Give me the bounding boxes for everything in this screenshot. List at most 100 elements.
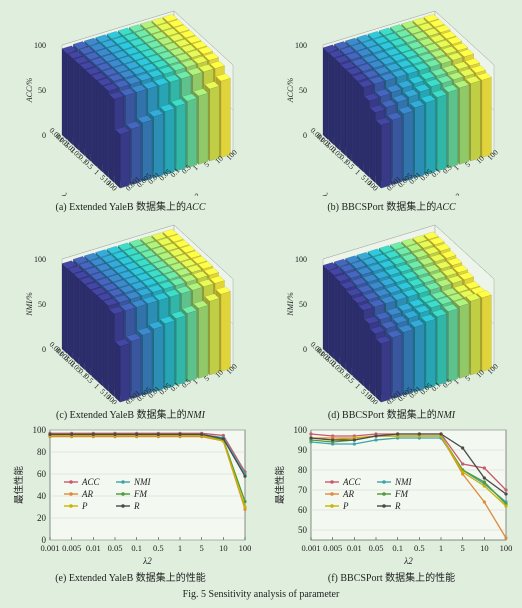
bar-top	[169, 248, 185, 257]
x-axis-label: λ2	[403, 556, 413, 566]
z-tick-label: 0	[303, 131, 307, 140]
bar-top	[391, 292, 407, 301]
series-point-r	[417, 432, 421, 436]
bar-top	[204, 81, 220, 90]
y-tick-label: 90	[298, 445, 308, 455]
x-tick-label: 1	[353, 167, 362, 176]
bar-face	[370, 328, 376, 398]
bar-top	[140, 235, 156, 244]
x-tick-label: 1	[92, 381, 101, 390]
series-line-r	[50, 433, 246, 477]
bar-face	[119, 131, 130, 189]
bar-top	[453, 284, 469, 293]
x-tick-label: 5	[98, 173, 107, 182]
z-tick-label: 50	[299, 86, 307, 95]
bar-top	[129, 38, 145, 47]
z-axis-label: ACC/%	[25, 77, 34, 103]
bar-9-0	[375, 336, 391, 403]
bar-top	[352, 295, 368, 304]
bar-top	[147, 284, 163, 293]
bar-top	[397, 59, 413, 68]
series-point-r	[91, 432, 95, 436]
bar-top	[153, 77, 169, 86]
bar-face	[67, 268, 74, 360]
bar-face	[85, 284, 91, 376]
bar-top	[113, 265, 129, 274]
bar-top	[95, 263, 112, 272]
bar-top	[120, 302, 136, 311]
bar-top	[351, 277, 367, 286]
bar-face	[97, 80, 103, 173]
bar-top	[391, 53, 407, 62]
bar-face	[91, 290, 97, 381]
bar-top	[362, 257, 378, 266]
y-tick-label: 5	[463, 160, 472, 169]
bar-top	[78, 46, 94, 55]
bar-top	[381, 99, 397, 108]
legend-label: FM	[394, 489, 408, 499]
x-tick-label: 10	[101, 390, 113, 402]
bar-top	[84, 252, 100, 261]
series-point-p	[243, 505, 247, 509]
bar-face	[164, 320, 175, 389]
bar-top	[142, 81, 158, 90]
z-tick-label: 50	[299, 300, 307, 309]
series-point-p	[482, 484, 486, 488]
bar-face	[328, 270, 335, 360]
bar-top	[425, 300, 442, 308]
x-tick-label: 0.005	[323, 543, 342, 553]
series-line-r	[310, 433, 507, 495]
bar-top	[72, 256, 89, 264]
bar-top	[85, 67, 101, 75]
z-axis-label: ACC/%	[286, 77, 295, 103]
bar-top	[198, 64, 214, 73]
bar-top	[129, 253, 145, 262]
bar-top	[123, 247, 139, 256]
figure-caption: Fig. 5 Sensitivity analysis of parameter	[182, 589, 340, 600]
bar-top	[174, 39, 191, 47]
bar-top	[163, 28, 179, 37]
bar-top	[135, 258, 151, 267]
bar-top	[174, 24, 190, 33]
bar-top	[351, 58, 367, 67]
bar-top	[108, 73, 124, 82]
legend-label: AR	[342, 489, 354, 499]
bar-top	[435, 261, 452, 269]
bar-face	[73, 273, 79, 365]
x-axis-label: λ1	[320, 190, 332, 196]
bar-face	[414, 104, 425, 179]
bar-top	[420, 314, 436, 323]
bar-face	[403, 110, 414, 182]
bar-top	[193, 88, 209, 97]
bar-top	[385, 285, 401, 294]
y-axis-label: λ2	[189, 192, 201, 196]
y-tick-label: 100	[294, 425, 308, 435]
bar-9-0	[114, 126, 130, 189]
bar-top	[424, 28, 440, 37]
series-point-r	[135, 432, 139, 436]
bar-top	[90, 43, 106, 52]
bar-top	[375, 311, 391, 320]
legend-marker	[382, 504, 386, 508]
bar-top	[113, 50, 129, 59]
bar-top	[392, 315, 408, 324]
z-tick-label: 100	[295, 41, 307, 50]
bar-top	[96, 277, 112, 286]
bar-top	[412, 250, 429, 258]
bar-top	[136, 58, 152, 66]
bar-top	[182, 305, 198, 314]
z-tick-label: 50	[38, 300, 46, 309]
bar-top	[153, 274, 169, 283]
bar-top	[435, 24, 451, 33]
bar-top	[340, 281, 356, 289]
bar-top	[102, 68, 118, 77]
bar-top	[101, 39, 117, 48]
bar-face	[187, 98, 197, 168]
bar-top	[435, 39, 452, 48]
bar-top	[209, 60, 225, 69]
bar-face	[85, 69, 91, 162]
bar-top	[368, 60, 384, 69]
bar-top	[175, 53, 191, 62]
series-point-r	[461, 446, 465, 450]
bar-face	[380, 340, 391, 403]
